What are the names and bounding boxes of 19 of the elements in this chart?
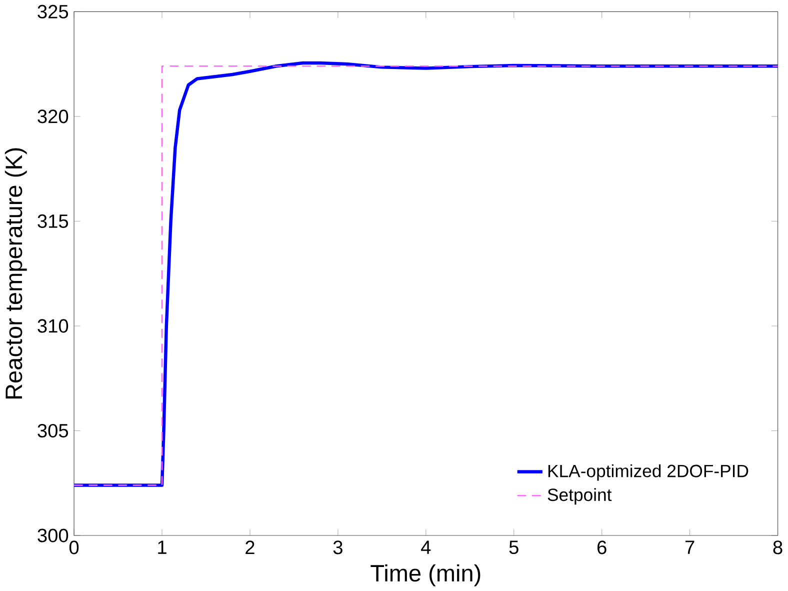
x-tick-label: 5	[509, 540, 518, 554]
x-tick-label: 1	[158, 540, 166, 554]
y-axis-title: Reactor temperature (K)	[4, 148, 27, 398]
y-tick-label: 325	[38, 4, 68, 18]
x-tick-label: 7	[685, 540, 694, 554]
x-tick-label: 3	[333, 540, 342, 554]
x-tick-label: 4	[421, 540, 431, 554]
y-tick-label: 300	[38, 528, 68, 542]
y-tick-label: 310	[38, 319, 68, 333]
x-tick-label: 2	[246, 540, 254, 554]
y-tick-label: 305	[38, 424, 68, 438]
legend-label: KLA-optimized 2DOF-PID	[548, 464, 748, 481]
x-tick-label: 6	[598, 540, 606, 554]
x-tick-label: 0	[69, 540, 79, 554]
legend-label: Setpoint	[548, 488, 612, 505]
x-axis-title: Time (min)	[370, 564, 480, 586]
y-tick-label: 320	[38, 110, 68, 124]
y-tick-label: 315	[38, 214, 68, 228]
x-tick-label: 8	[773, 540, 782, 554]
